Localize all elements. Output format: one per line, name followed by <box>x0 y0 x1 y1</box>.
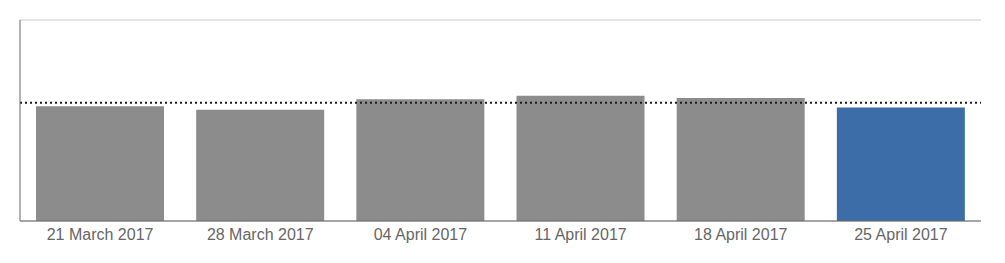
svg-text:28 March 2017: 28 March 2017 <box>207 226 314 243</box>
svg-text:18 April 2017: 18 April 2017 <box>694 226 788 243</box>
svg-text:04 April 2017: 04 April 2017 <box>374 226 468 243</box>
svg-text:11 April 2017: 11 April 2017 <box>534 226 626 243</box>
svg-text:25 April 2017: 25 April 2017 <box>854 226 948 243</box>
svg-text:21 March 2017: 21 March 2017 <box>47 226 154 243</box>
